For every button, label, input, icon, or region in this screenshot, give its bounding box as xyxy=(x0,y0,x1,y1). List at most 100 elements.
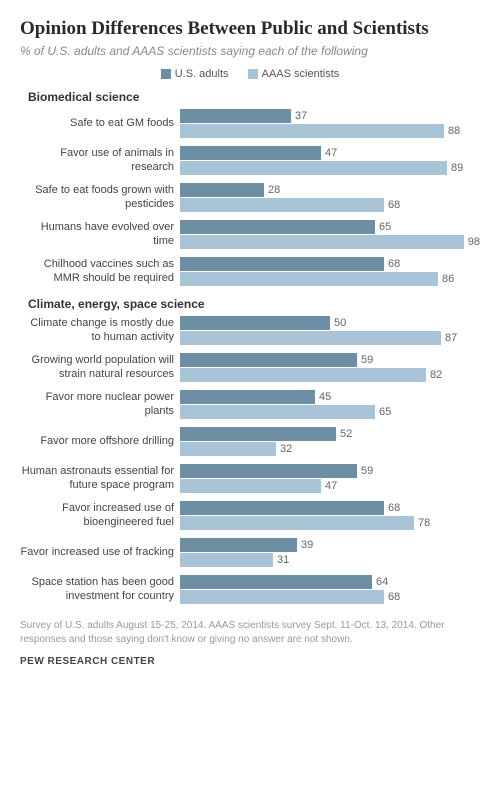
bar-wrap: 82 xyxy=(180,368,480,382)
bar-aaas-scientists xyxy=(180,590,384,604)
bar-aaas-scientists xyxy=(180,235,464,249)
chart-subtitle: % of U.S. adults and AAAS scientists say… xyxy=(20,44,480,58)
legend-item-a: U.S. adults xyxy=(161,68,229,80)
bar-us-adults xyxy=(180,464,357,478)
bar-value: 65 xyxy=(379,406,391,418)
bar-us-adults xyxy=(180,109,291,123)
bar-us-adults xyxy=(180,183,264,197)
legend: U.S. adults AAAS scientists xyxy=(20,68,480,80)
bar-us-adults xyxy=(180,427,336,441)
bar-group: 6886 xyxy=(180,256,480,287)
bar-aaas-scientists xyxy=(180,368,426,382)
bar-us-adults xyxy=(180,220,375,234)
bar-wrap: 88 xyxy=(180,124,480,138)
bar-wrap: 68 xyxy=(180,501,480,515)
legend-item-b: AAAS scientists xyxy=(248,68,340,80)
bar-value: 64 xyxy=(376,576,388,588)
bar-wrap: 87 xyxy=(180,331,480,345)
chart-row: Humans have evolved over time 65 98 xyxy=(20,219,480,250)
row-label: Space station has been good investment f… xyxy=(20,576,180,604)
bar-value: 37 xyxy=(295,110,307,122)
row-label: Favor use of animals in research xyxy=(20,147,180,175)
bar-wrap: 32 xyxy=(180,442,480,456)
bar-value: 68 xyxy=(388,258,400,270)
row-label: Humans have evolved over time xyxy=(20,221,180,249)
bar-value: 39 xyxy=(301,539,313,551)
footnote: Survey of U.S. adults August 15-25, 2014… xyxy=(20,619,480,646)
bar-value: 68 xyxy=(388,502,400,514)
row-label: Favor more nuclear power plants xyxy=(20,391,180,419)
bar-aaas-scientists xyxy=(180,124,444,138)
bar-aaas-scientists xyxy=(180,198,384,212)
bar-wrap: 47 xyxy=(180,146,480,160)
bar-group: 28 68 xyxy=(180,182,480,213)
bar-group: 65 98 xyxy=(180,219,480,250)
legend-label-a: U.S. adults xyxy=(175,68,229,80)
bar-value: 59 xyxy=(361,354,373,366)
bar-wrap: 68 xyxy=(180,198,480,212)
bar-wrap: 78 xyxy=(180,516,480,530)
bar-group: 59 82 xyxy=(180,352,480,383)
bar-group: 3788 xyxy=(180,108,480,139)
bar-group: 52 32 xyxy=(180,426,480,457)
bar-group: 6878 xyxy=(180,500,480,531)
chart-row: Human astronauts essential for future sp… xyxy=(20,463,480,494)
bar-group: 4789 xyxy=(180,145,480,176)
bar-value: 32 xyxy=(280,443,292,455)
bar-aaas-scientists xyxy=(180,161,447,175)
bar-aaas-scientists xyxy=(180,479,321,493)
bar-wrap: 65 xyxy=(180,220,480,234)
bar-wrap: 89 xyxy=(180,161,480,175)
chart-body: Biomedical scienceSafe to eat GM foods37… xyxy=(20,90,480,605)
bar-group: 6468 xyxy=(180,574,480,605)
bar-wrap: 47 xyxy=(180,479,480,493)
bar-aaas-scientists xyxy=(180,405,375,419)
bar-group: 45 65 xyxy=(180,389,480,420)
chart-row: Safe to eat GM foods3788 xyxy=(20,108,480,139)
bar-group: 39 31 xyxy=(180,537,480,568)
bar-value: 65 xyxy=(379,221,391,233)
bar-wrap: 98 xyxy=(180,235,480,249)
bar-value: 28 xyxy=(268,184,280,196)
bar-us-adults xyxy=(180,390,315,404)
row-label: Climate change is mostly due to human ac… xyxy=(20,317,180,345)
bar-wrap: 64 xyxy=(180,575,480,589)
bar-wrap: 39 xyxy=(180,538,480,552)
bar-wrap: 45 xyxy=(180,390,480,404)
legend-label-b: AAAS scientists xyxy=(262,68,340,80)
bar-us-adults xyxy=(180,353,357,367)
bar-us-adults xyxy=(180,146,321,160)
bar-us-adults xyxy=(180,501,384,515)
chart-title: Opinion Differences Between Public and S… xyxy=(20,18,480,40)
bar-value: 45 xyxy=(319,391,331,403)
bar-wrap: 59 xyxy=(180,464,480,478)
bar-value: 47 xyxy=(325,147,337,159)
chart-row: Favor more nuclear power plants 45 65 xyxy=(20,389,480,420)
bar-wrap: 28 xyxy=(180,183,480,197)
bar-us-adults xyxy=(180,575,372,589)
bar-wrap: 68 xyxy=(180,590,480,604)
bar-aaas-scientists xyxy=(180,442,276,456)
bar-wrap: 52 xyxy=(180,427,480,441)
bar-value: 98 xyxy=(468,236,480,248)
bar-value: 82 xyxy=(430,369,442,381)
section-heading: Biomedical science xyxy=(20,90,480,104)
bar-group: 5947 xyxy=(180,463,480,494)
row-label: Favor increased use of fracking xyxy=(20,546,180,560)
source-credit: PEW RESEARCH CENTER xyxy=(20,656,480,667)
swatch-b xyxy=(248,69,258,79)
bar-value: 52 xyxy=(340,428,352,440)
section-heading: Climate, energy, space science xyxy=(20,297,480,311)
bar-aaas-scientists xyxy=(180,553,273,567)
bar-aaas-scientists xyxy=(180,331,441,345)
row-label: Growing world population will strain nat… xyxy=(20,354,180,382)
bar-value: 31 xyxy=(277,554,289,566)
bar-aaas-scientists xyxy=(180,516,414,530)
bar-value: 68 xyxy=(388,199,400,211)
row-label: Human astronauts essential for future sp… xyxy=(20,465,180,493)
bar-us-adults xyxy=(180,316,330,330)
bar-wrap: 37 xyxy=(180,109,480,123)
row-label: Safe to eat GM foods xyxy=(20,117,180,131)
chart-row: Space station has been good investment f… xyxy=(20,574,480,605)
chart-row: Safe to eat foods grown with pesticides2… xyxy=(20,182,480,213)
